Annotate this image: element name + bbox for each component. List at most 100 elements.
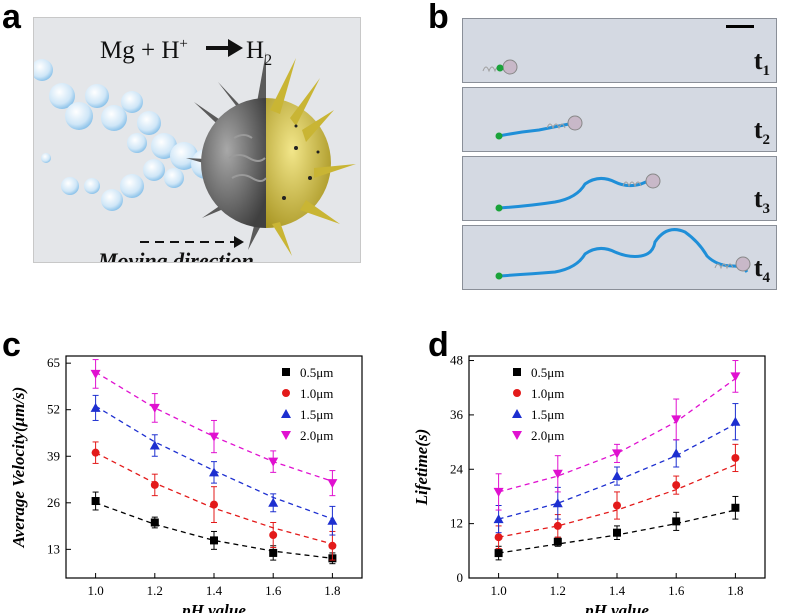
velocity-legend-marker — [281, 409, 291, 418]
direction-label: Moving direction — [97, 248, 254, 262]
lifetime-series-0 — [494, 495, 740, 561]
velocity-point — [149, 403, 160, 413]
frame-label-t2: t2 — [753, 114, 770, 148]
frame-t4-image — [495, 228, 751, 280]
velocity-point — [209, 432, 219, 442]
lifetime-point — [672, 517, 681, 526]
velocity-point — [327, 515, 338, 525]
lifetime-point — [493, 487, 504, 497]
velocity-point — [268, 497, 279, 507]
lifetime-fit-line — [498, 423, 736, 520]
lifetime-point — [671, 448, 682, 458]
frame-t2: t2 — [462, 87, 777, 152]
lifetime-point — [553, 537, 562, 546]
frame-t1: t1 — [462, 18, 777, 83]
lifetime-point — [612, 449, 622, 459]
lifetime-x-tick-label: 1.6 — [668, 583, 685, 598]
velocity-fit-line — [95, 371, 333, 482]
velocity-point — [210, 536, 218, 545]
velocity-legend-label: 1.0μm — [300, 386, 333, 401]
frame-label-t3: t3 — [753, 183, 770, 217]
velocity-point — [150, 518, 159, 527]
lifetime-y-tick-label: 0 — [457, 570, 464, 585]
lifetime-x-tick-label: 1.0 — [490, 583, 506, 598]
velocity-point — [209, 467, 219, 477]
lifetime-point — [494, 549, 503, 558]
lifetime-legend-marker — [513, 368, 521, 376]
reaction-equation: Mg + H+ — [100, 36, 188, 64]
lifetime-point — [671, 415, 682, 425]
micromotor-illustration: Mg + H+ H2 Moving direction — [34, 36, 356, 262]
velocity-legend-label: 2.0μm — [300, 428, 333, 443]
velocity-point — [91, 497, 100, 506]
lifetime-y-tick-label: 24 — [450, 461, 464, 476]
velocity-legend-marker — [282, 389, 290, 397]
lifetime-y-axis-label: Lifetime(s) — [412, 429, 431, 506]
velocity-point — [149, 440, 160, 450]
lifetime-point — [493, 514, 504, 524]
velocity-legend-label: 1.5μm — [300, 407, 333, 422]
frame-label-t1: t1 — [753, 45, 770, 79]
velocity-x-tick-label: 1.6 — [265, 583, 282, 598]
velocity-point — [90, 402, 101, 412]
chart-velocity: 1.0 1.2 1.4 1.6 1.8 13 26 39 52 65 pH value Average… — [9, 355, 363, 613]
velocity-point — [327, 479, 338, 489]
velocity-y-axis-label: Average Velocity(μm/s) — [9, 387, 28, 549]
lifetime-point — [612, 471, 622, 481]
scale-bar — [726, 25, 754, 28]
frame-t3-image — [495, 173, 661, 212]
velocity-point — [269, 548, 278, 557]
panel-letter-d: d — [428, 326, 449, 364]
velocity-y-tick-label: 13 — [47, 541, 60, 556]
velocity-point — [90, 369, 101, 379]
panel-letter-b: b — [428, 0, 449, 36]
frame-t1-image — [482, 59, 518, 75]
lifetime-y-tick-label: 36 — [450, 407, 464, 422]
velocity-point — [150, 480, 159, 489]
lifetime-x-axis-label: pH value — [583, 601, 649, 613]
velocity-point — [210, 500, 218, 509]
velocity-point — [269, 531, 278, 540]
lifetime-x-tick-label: 1.8 — [727, 583, 743, 598]
velocity-series-3 — [90, 359, 338, 497]
velocity-y-tick-label: 65 — [47, 355, 60, 370]
lifetime-point — [730, 416, 741, 426]
velocity-y-tick-label: 26 — [47, 495, 61, 510]
lifetime-x-tick-label: 1.2 — [550, 583, 566, 598]
lifetime-point — [730, 372, 741, 382]
velocity-series-1 — [91, 441, 337, 561]
velocity-x-tick-label: 1.8 — [324, 583, 340, 598]
lifetime-point — [731, 453, 740, 462]
frame-t4: t4 — [462, 225, 777, 290]
reaction-arrow — [206, 39, 243, 57]
hydrogen-bubbles — [34, 59, 221, 211]
velocity-x-axis-label: pH value — [180, 601, 246, 613]
velocity-y-tick-label: 39 — [47, 448, 60, 463]
velocity-x-tick-label: 1.0 — [87, 583, 103, 598]
panel-letter-c: c — [2, 326, 21, 364]
frame-t2-image — [495, 115, 583, 140]
lifetime-x-tick-label: 1.4 — [609, 583, 626, 598]
velocity-y-tick-label: 52 — [47, 402, 60, 417]
velocity-legend-marker — [281, 431, 291, 440]
janus-micromotor — [186, 52, 356, 256]
lifetime-legend-marker — [512, 409, 522, 418]
lifetime-point — [613, 501, 621, 510]
lifetime-point — [494, 533, 503, 542]
velocity-fit-line — [95, 405, 333, 520]
lifetime-point — [552, 469, 563, 479]
lifetime-series-3 — [493, 360, 741, 511]
frame-label-t4: t4 — [753, 252, 770, 286]
lifetime-y-tick-label: 12 — [450, 516, 463, 531]
chart-lifetime: 1.0 1.2 1.4 1.6 1.8 0 12 24 36 48 pH value Lifetime… — [412, 353, 766, 613]
lifetime-legend-label: 2.0μm — [531, 428, 564, 443]
lifetime-point — [552, 498, 563, 508]
velocity-point — [328, 541, 337, 550]
velocity-point — [91, 448, 100, 457]
lifetime-legend-marker — [512, 431, 522, 440]
lifetime-legend-label: 1.5μm — [531, 407, 564, 422]
lifetime-point — [553, 521, 562, 530]
reaction-product: H2 — [246, 37, 272, 69]
lifetime-point — [613, 528, 621, 537]
lifetime-point — [731, 503, 740, 512]
